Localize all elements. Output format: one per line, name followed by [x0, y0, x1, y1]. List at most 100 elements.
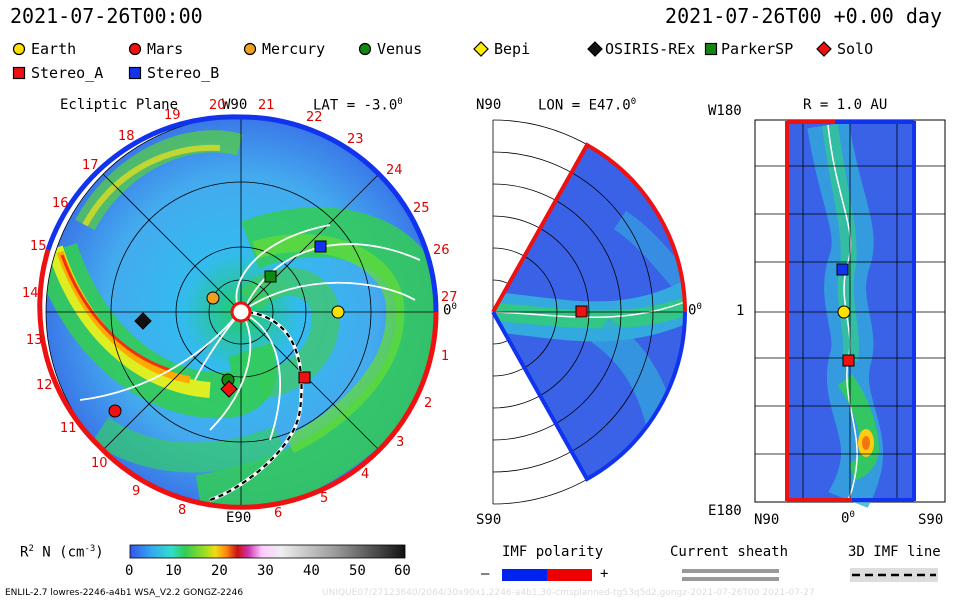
- carrington-number: 13: [26, 333, 43, 348]
- mars-marker: [108, 404, 122, 418]
- legend-label: Bepi: [494, 40, 531, 58]
- mercury-marker-icon: [243, 42, 257, 56]
- osiris-rex-marker: [134, 312, 152, 330]
- mars-marker-icon: [128, 42, 142, 56]
- colorbar-tick: 30: [257, 563, 274, 579]
- ecliptic-e90-label: E90: [226, 510, 252, 526]
- current-sheath-swatch-bottom: [682, 577, 779, 581]
- footer-run-info: UNIQUE07/27123640/2064/30x90x1,2246-a4b1…: [322, 588, 815, 598]
- radial-n90-label: N90: [754, 512, 780, 528]
- carrington-number: 21: [258, 98, 275, 113]
- bepi-marker-icon: [473, 41, 489, 57]
- carrington-number: 26: [433, 243, 450, 258]
- carrington-number: 24: [386, 163, 403, 178]
- legend-label: Venus: [377, 40, 423, 58]
- colorbar-tick: 0: [125, 563, 134, 579]
- carrington-number: 16: [52, 196, 69, 211]
- stereo-a-marker: [298, 371, 311, 384]
- current-sheath-swatch-top: [682, 569, 779, 573]
- radial-polarity-right: [912, 121, 916, 501]
- polarity-arc-negative: [240, 114, 439, 313]
- legend-bepi: Bepi: [473, 40, 530, 58]
- meridional-s90-label: S90: [476, 512, 502, 528]
- legend-label: Stereo_B: [147, 64, 220, 82]
- carrington-number: 11: [60, 421, 77, 436]
- polarity-arc-negative-2: [45, 114, 242, 251]
- colorbar-label: R2 N (cm-3): [20, 544, 104, 561]
- meridional-n90-label: N90: [476, 97, 502, 113]
- carrington-number: 20: [209, 98, 226, 113]
- carrington-number: 27: [441, 290, 458, 305]
- carrington-number: 19: [164, 108, 181, 123]
- earth-marker: [331, 305, 345, 319]
- legend-label: Mars: [147, 40, 184, 58]
- legend-mercury: Mercury: [243, 40, 325, 58]
- stereo-b-marker: [314, 240, 327, 253]
- colorbar-tick: 20: [211, 563, 228, 579]
- carrington-number: 18: [118, 129, 135, 144]
- colorbar-tick: 50: [349, 563, 366, 579]
- venus-marker-icon: [358, 42, 372, 56]
- carrington-number: 1: [441, 349, 450, 364]
- legend-solo: SolO: [816, 40, 873, 58]
- carrington-number: 15: [30, 239, 47, 254]
- carrington-number: 25: [413, 201, 430, 216]
- imf-3d-line-swatch: [850, 568, 938, 582]
- stereo-a-marker-icon: [12, 66, 26, 80]
- sun-icon: [230, 301, 252, 323]
- legend-venus: Venus: [358, 40, 422, 58]
- carrington-number: 17: [82, 158, 99, 173]
- ecliptic-zero-label: 00: [443, 302, 457, 319]
- carrington-number: 6: [274, 506, 283, 521]
- imf-polarity-plus: +: [600, 566, 609, 582]
- stereo-b-marker-icon: [128, 66, 142, 80]
- parkersp-marker-icon: [704, 42, 718, 56]
- imf-3d-line-title: 3D IMF line: [848, 544, 941, 560]
- carrington-number: 14: [22, 286, 39, 301]
- colorbar-tick: 60: [394, 563, 411, 579]
- carrington-number: 2: [424, 396, 433, 411]
- legend-parkersp: ParkerSP: [704, 40, 793, 58]
- carrington-number: 8: [178, 503, 187, 518]
- legend-stereo-b: Stereo_B: [128, 64, 219, 82]
- legend-label: Earth: [31, 40, 77, 58]
- ecliptic-density-field: [46, 130, 436, 507]
- meridional-polarity-arc-positive: [491, 142, 687, 313]
- radial-stereo-a-marker: [842, 354, 855, 367]
- carrington-number: 9: [132, 484, 141, 499]
- legend-label: Stereo_A: [31, 64, 104, 82]
- legend-mars: Mars: [128, 40, 183, 58]
- legend-label: ParkerSP: [721, 40, 794, 58]
- imf-polarity-minus: –: [481, 566, 490, 582]
- imf-polarity-title: IMF polarity: [502, 544, 604, 560]
- ecliptic-title: Ecliptic Plane: [60, 97, 179, 113]
- osiris-rex-marker-icon: [587, 41, 603, 57]
- meridional-stereo-a-marker: [575, 305, 588, 318]
- time-label-left: 2021-07-26T00:00: [10, 4, 203, 28]
- meridional-lon-label: LON = E47.00: [538, 97, 637, 114]
- earth-marker-icon: [12, 42, 26, 56]
- imf-3d-line: [209, 310, 303, 502]
- carrington-number: 22: [306, 110, 323, 125]
- legend-osiris-rex: OSIRIS-REx: [587, 40, 695, 58]
- parkersp-marker: [264, 270, 277, 283]
- carrington-number: 5: [320, 491, 329, 506]
- radial-polarity-left: [785, 121, 789, 501]
- legend-stereo-a: Stereo_A: [12, 64, 103, 82]
- meridional-polarity-arc-negative: [491, 311, 687, 482]
- radial-stereo-b-marker: [836, 263, 849, 276]
- radial-zero-label: 00: [841, 510, 855, 527]
- ecliptic-lat-label: LAT = -3.00: [313, 97, 403, 114]
- legend-earth: Earth: [12, 40, 76, 58]
- meridional-zero-label: 00: [688, 302, 702, 319]
- ecliptic-imf-lines: [79, 224, 421, 441]
- carrington-number: 10: [91, 456, 108, 471]
- current-sheath-title: Current sheath: [670, 544, 789, 560]
- footer-model-info: ENLIL-2.7 lowres-2246-a4b1 WSA_V2.2 GONG…: [5, 588, 244, 598]
- legend-label: OSIRIS-REx: [605, 40, 696, 58]
- legend-label: SolO: [837, 40, 874, 58]
- radial-w180-label: W180: [708, 103, 742, 119]
